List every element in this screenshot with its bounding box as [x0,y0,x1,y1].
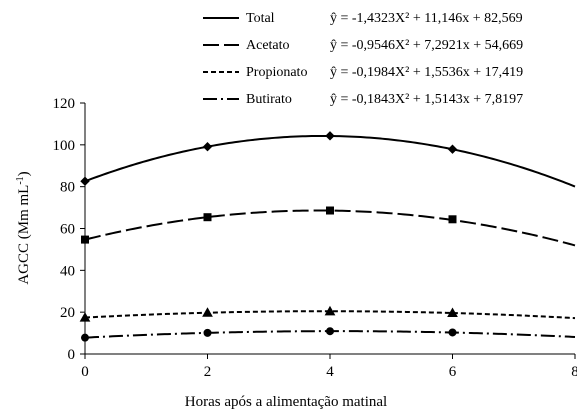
data-point-acetato [203,213,212,222]
y-axis-title-superscript: -1 [15,176,26,184]
y-tick-label: 100 [53,138,76,154]
legend-equation-propionato: ŷ = -0,1984X² + 1,5536x + 17,419 [330,65,523,80]
data-point-propionato [202,307,213,317]
data-point-butirato [203,328,212,337]
data-point-total [202,142,213,152]
data-point-butirato [326,327,334,336]
y-tick-label: 120 [53,96,76,112]
legend-label-propionato: Propionato [246,65,307,80]
legend-label-acetato: Acetato [246,38,290,53]
legend-equation-butirato: ŷ = -0,1843X² + 1,5143x + 7,8197 [330,92,523,107]
legend-label-total: Total [246,11,275,26]
x-axis-title: Horas após a alimentação matinal [185,394,387,410]
legend-label-butirato: Butirato [246,92,292,107]
series-line-total [84,134,576,188]
data-point-propionato [324,305,336,316]
legend-equation-acetato: ŷ = -0,9546X² + 7,2921x + 54,669 [330,38,523,53]
axes: 0 20 40 60 80 100 120 0 2 4 6 8 [53,96,577,380]
x-tick-label: 8 [571,364,577,380]
legend: Total ŷ = -1,4323X² + 11,146x + 82,569 Ace… [203,11,523,107]
data-point-butirato [448,328,457,337]
series-line-acetato [84,209,576,247]
data-point-total [447,144,458,154]
data-point-total [325,131,335,141]
y-tick-label: 60 [60,222,75,238]
y-tick-label: 40 [60,263,75,279]
legend-equation-total: ŷ = -1,4323X² + 11,146x + 82,569 [330,11,523,26]
x-tick-label: 0 [81,364,89,380]
data-point-propionato [447,307,458,318]
y-tick-label: 0 [68,347,76,363]
x-tick-label: 2 [204,364,212,380]
data-point-acetato [448,215,457,224]
y-tick-label: 20 [60,305,75,321]
x-tick-label: 6 [449,364,457,380]
data-point-acetato [326,206,334,215]
series-line-propionato [84,310,576,320]
y-tick-label: 80 [60,180,75,196]
x-tick-label: 4 [326,364,334,380]
y-axis-title: AGCC (Mm mL-1) [15,171,32,284]
